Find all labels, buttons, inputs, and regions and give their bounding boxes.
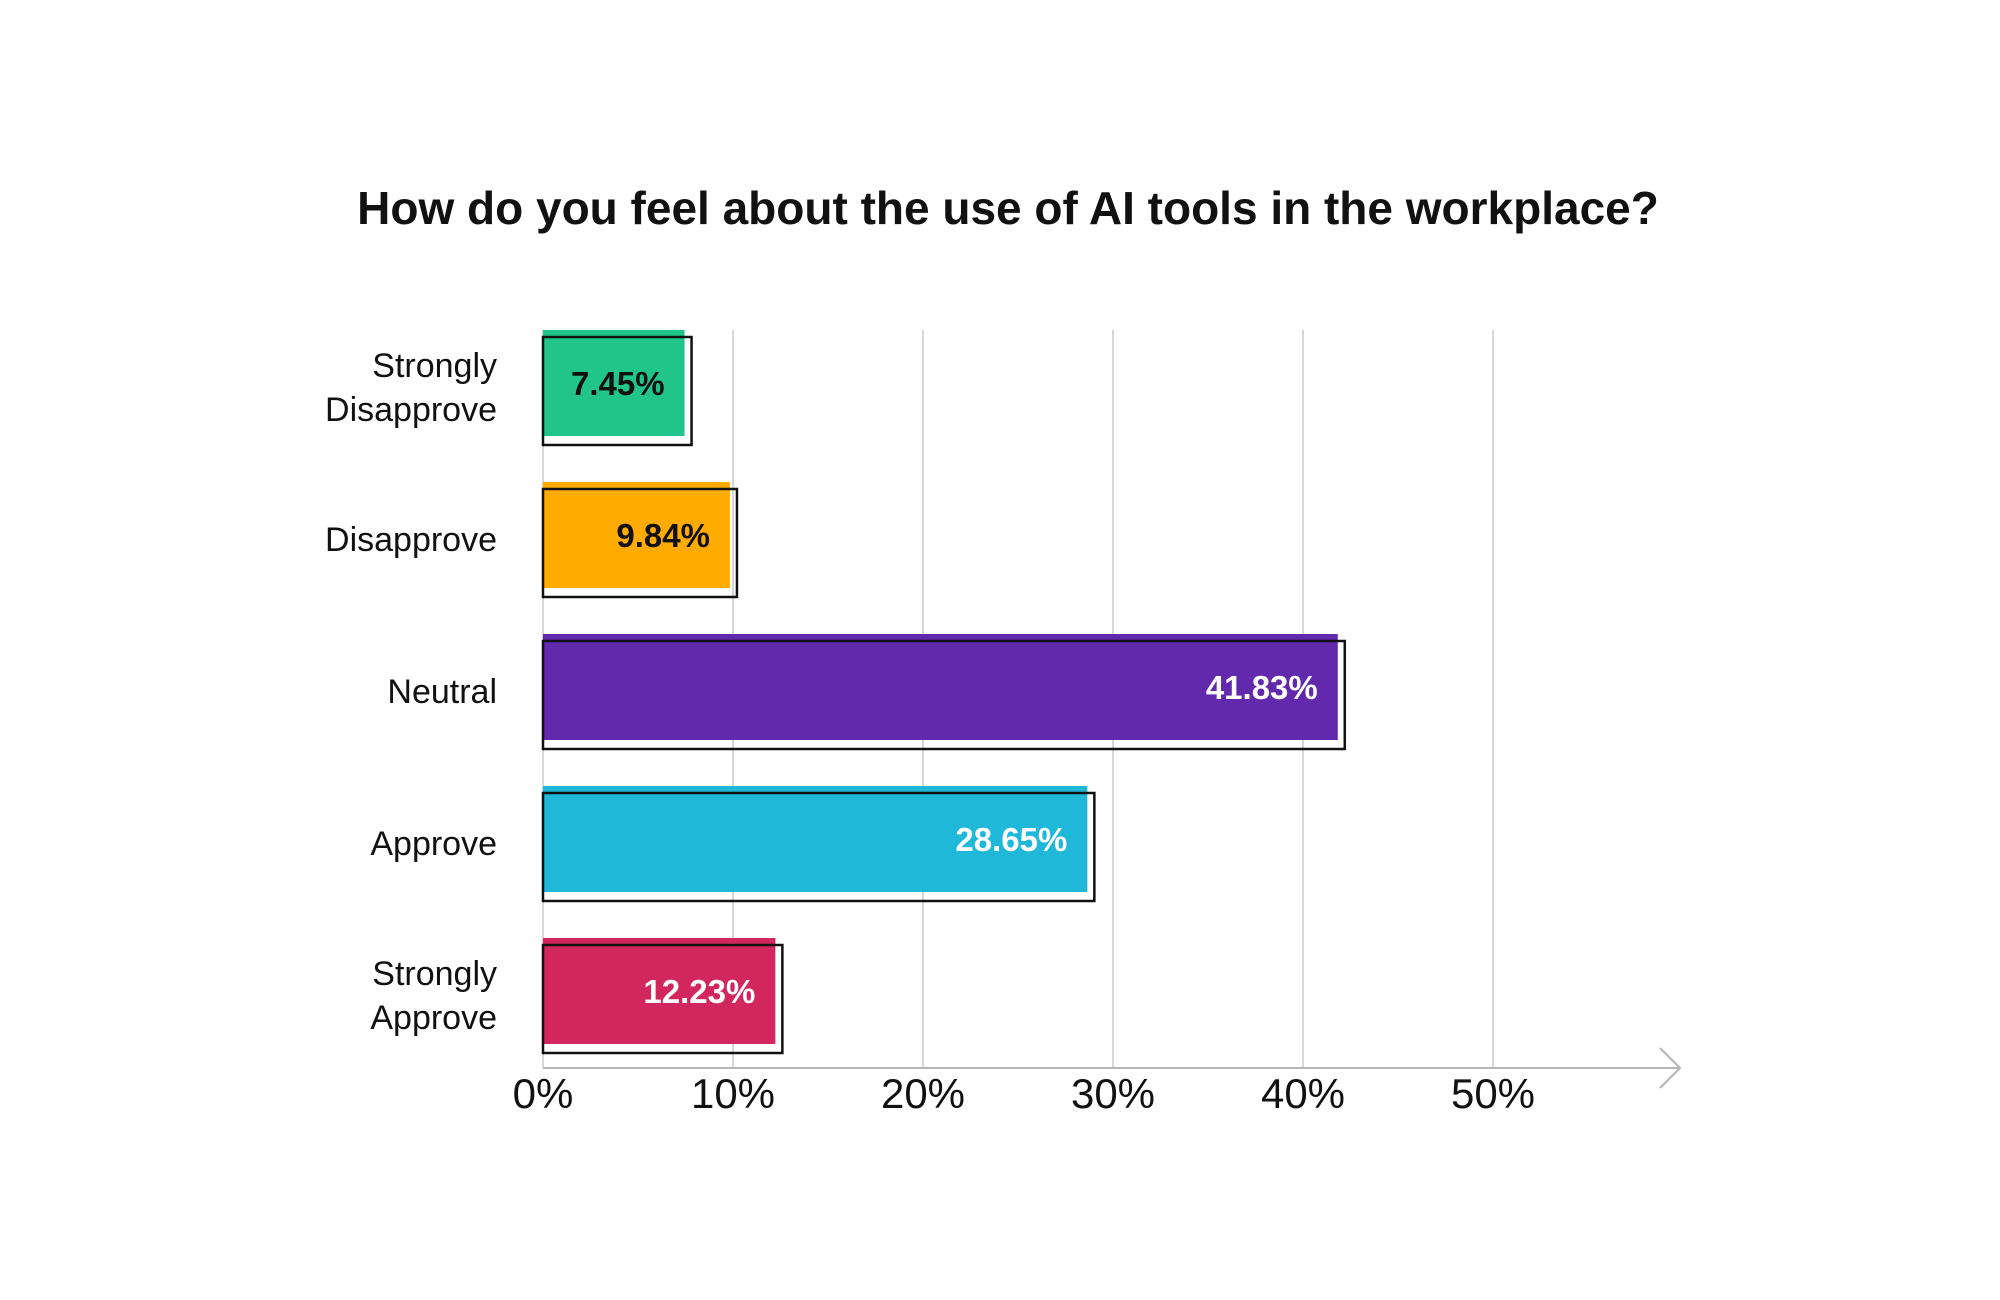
bar-outline (541, 943, 784, 1055)
category-labels: Strongly Disapprove Disapprove Neutral Appro… (325, 347, 497, 1037)
category-label: Approve (370, 825, 497, 863)
bar-value-label: 7.45% (571, 365, 665, 402)
bar-group: 12.23% (541, 938, 784, 1055)
bar-group: 41.83% (541, 634, 1347, 751)
bar-value-label: 12.23% (643, 973, 755, 1010)
bar (543, 938, 776, 1044)
x-tick-label: 20% (881, 1070, 965, 1117)
bar-group: 7.45% (541, 330, 693, 447)
bar-group: 28.65% (541, 786, 1096, 903)
x-tick-label: 10% (691, 1070, 775, 1117)
bar (543, 482, 730, 588)
bar-value-label: 28.65% (955, 821, 1067, 858)
bar-value-label: 9.84% (616, 517, 710, 554)
x-axis: 0% 10% 20% 30% 40% 50% (513, 1047, 1682, 1117)
bar-value-label: 41.83% (1206, 669, 1318, 706)
x-tick-label: 40% (1261, 1070, 1345, 1117)
bar-group: 9.84% (541, 482, 739, 599)
x-tick-label: 50% (1451, 1070, 1535, 1117)
bar (543, 634, 1338, 740)
bar (543, 330, 685, 436)
bar-outline (541, 791, 1096, 903)
category-label: Strongly Approve (370, 955, 497, 1037)
bar (543, 786, 1088, 892)
bar-outline (541, 639, 1347, 751)
bar-outline (541, 487, 739, 599)
x-axis-arrow-icon (1659, 1047, 1682, 1089)
category-label: Disapprove (325, 521, 497, 559)
x-tick-label: 30% (1071, 1070, 1155, 1117)
bars: 7.45% 9.84% 41.83% 28.65% 12.23% (541, 330, 1347, 1055)
x-tick-label: 0% (513, 1070, 574, 1117)
category-label: Neutral (387, 673, 497, 711)
chart-title: How do you feel about the use of AI tool… (357, 182, 1659, 234)
bar-outline (541, 335, 693, 447)
category-label: Strongly Disapprove (325, 347, 497, 429)
